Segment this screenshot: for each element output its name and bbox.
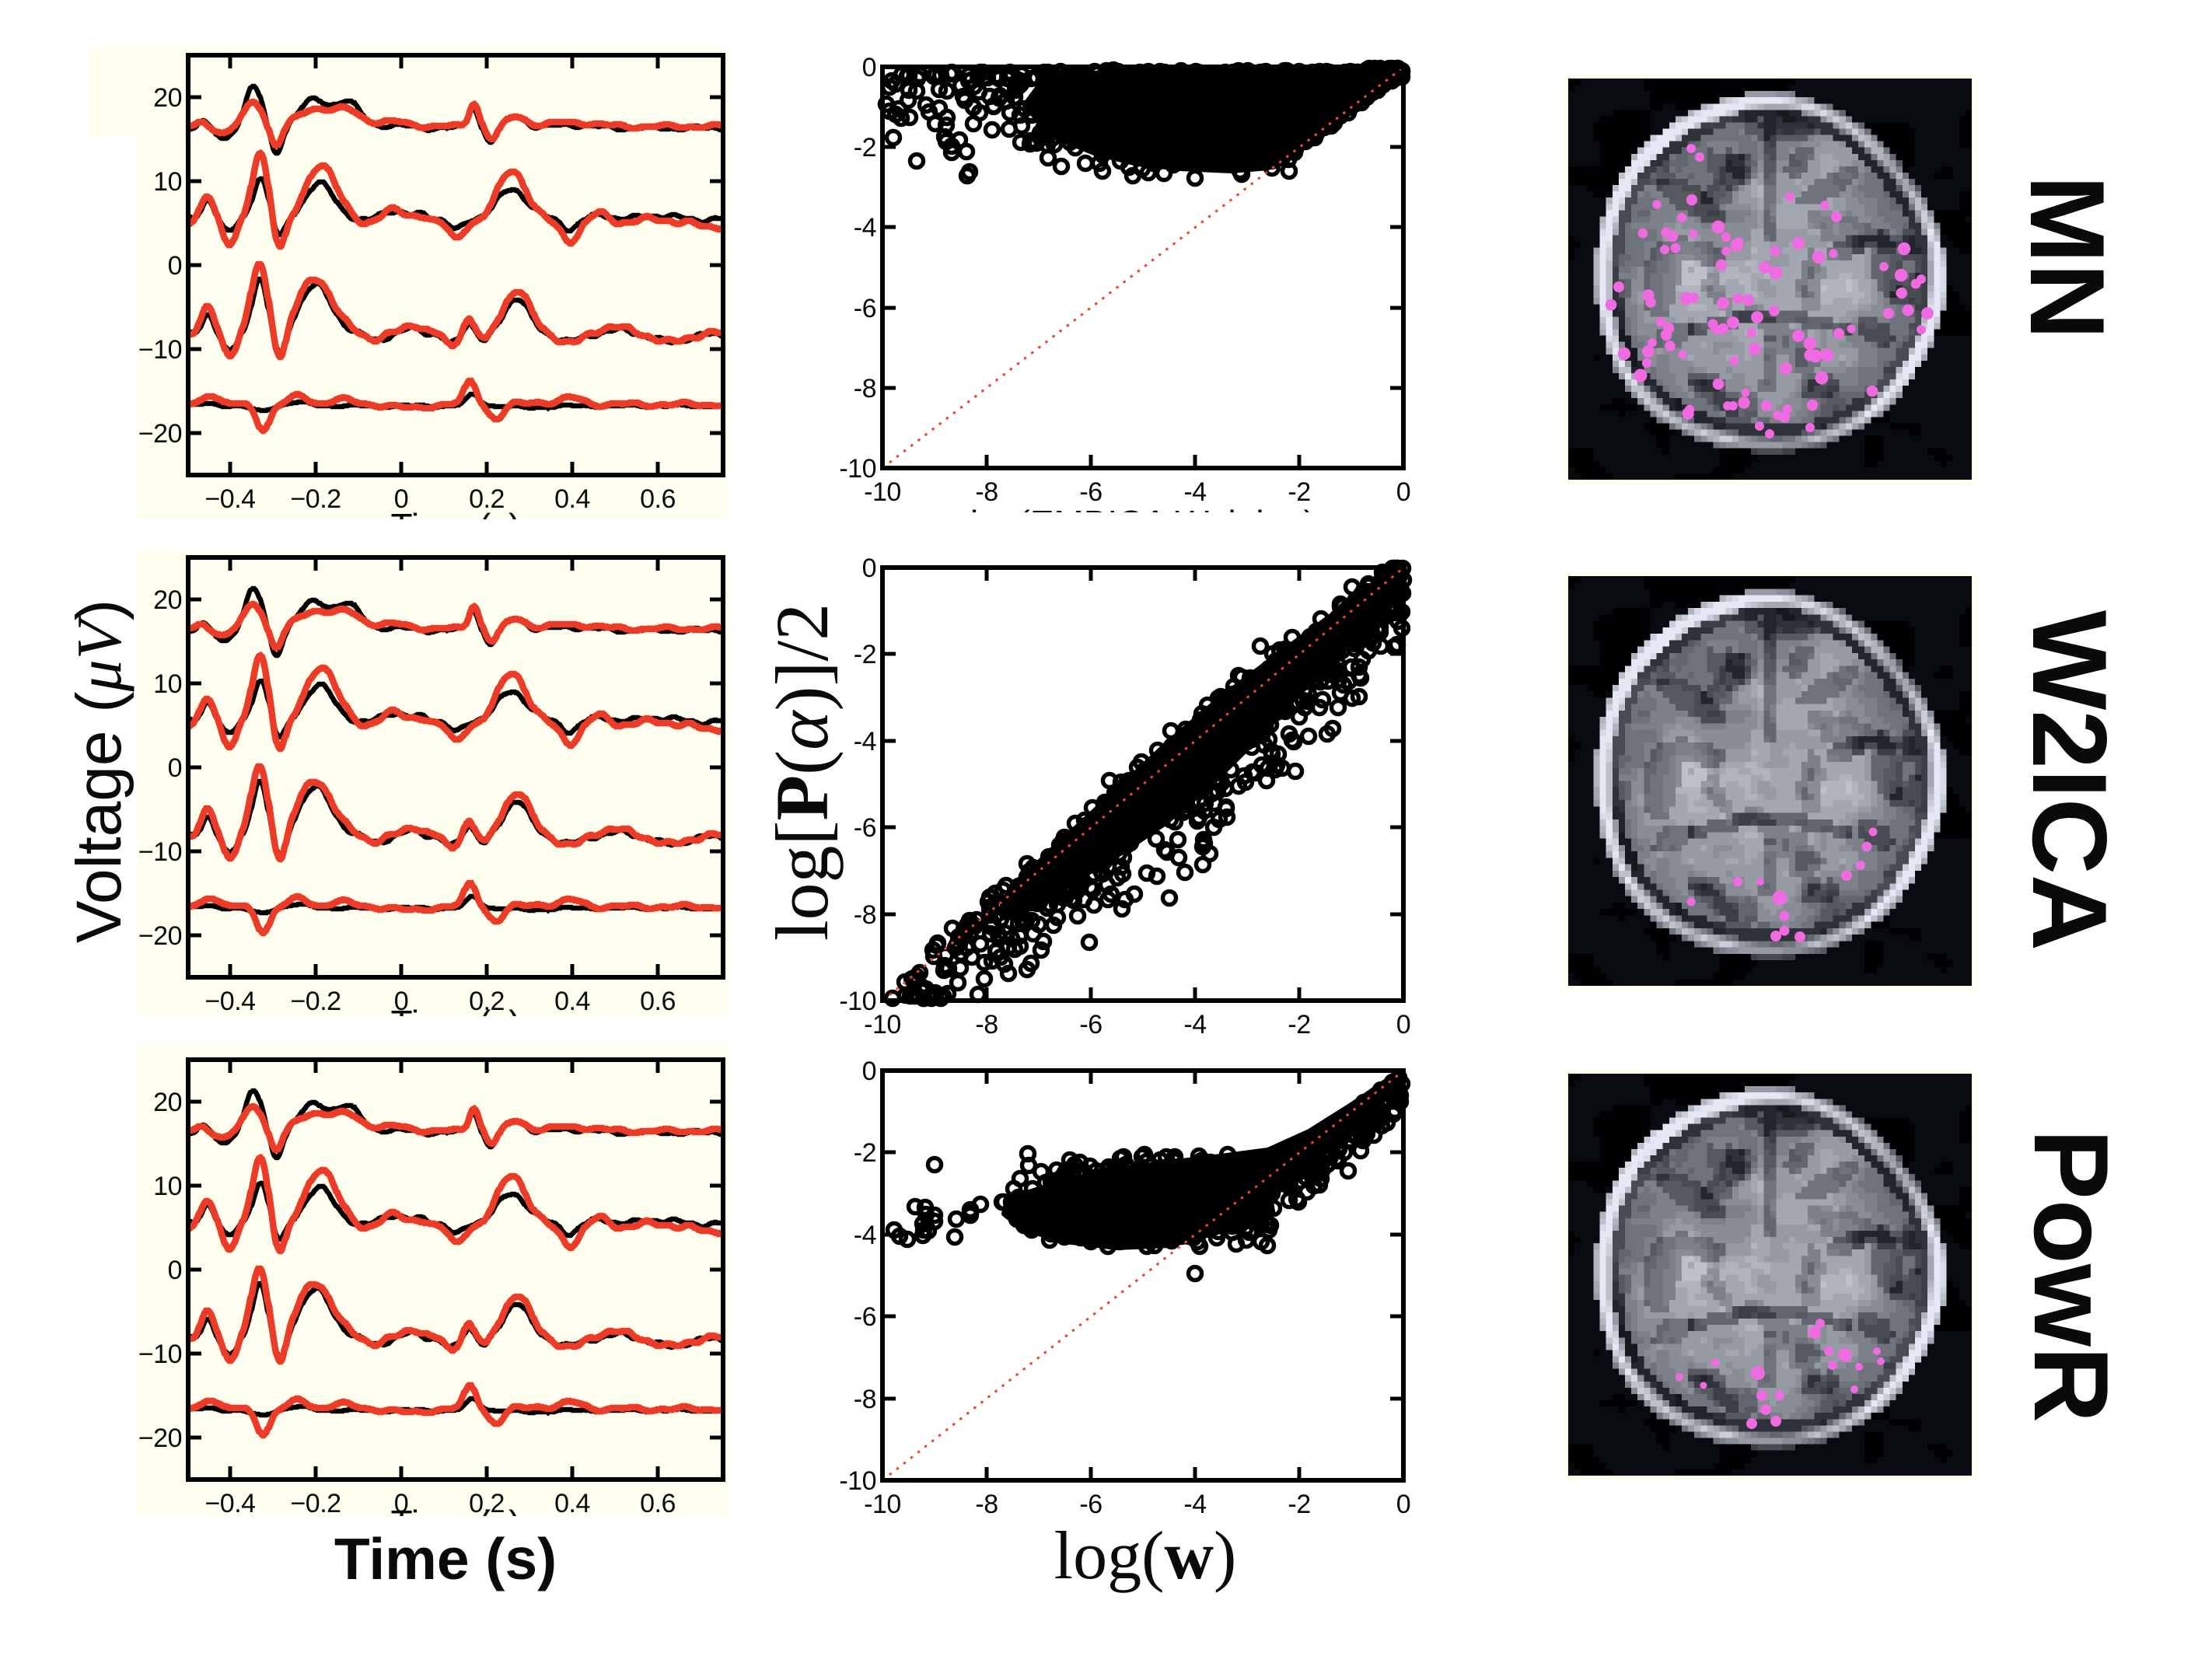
svg-text:-10: -10 [839,454,876,484]
svg-text:-10: -10 [864,1490,901,1519]
svg-text:-4: -4 [854,1221,876,1250]
svg-text:-6: -6 [1079,477,1102,507]
svg-text:−0.4: −0.4 [204,987,255,1016]
svg-text:log(w): log(w) [1054,1518,1237,1594]
svg-text:Time (s): Time (s) [391,1003,521,1043]
svg-text:−10: −10 [138,1340,182,1369]
svg-text:0.4: 0.4 [554,987,590,1016]
svg-text:−0.2: −0.2 [290,1489,341,1518]
svg-text:MN: MN [2008,175,2126,340]
svg-text:-8: -8 [975,1490,998,1519]
svg-text:-6: -6 [854,294,876,323]
svg-text:−0.2: −0.2 [290,484,341,514]
svg-text:0: 0 [394,987,408,1016]
svg-text:-6: -6 [854,813,876,843]
svg-text:0: 0 [862,1057,876,1086]
svg-text:0.2: 0.2 [469,1489,505,1518]
svg-text:−0.4: −0.4 [204,1489,255,1518]
svg-text:−10: −10 [138,335,182,365]
svg-text:-2: -2 [854,133,876,162]
svg-text:Time (s): Time (s) [391,1503,521,1543]
svg-text:0: 0 [862,554,876,583]
svg-text:0: 0 [1396,477,1410,507]
svg-text:0: 0 [862,53,876,82]
svg-text:-4: -4 [1183,1010,1206,1039]
svg-text:-8: -8 [975,477,998,507]
svg-text:Voltage (μV): Voltage (μV) [64,599,135,943]
svg-text:-8: -8 [854,1385,876,1414]
svg-text:-6: -6 [1079,1010,1102,1039]
svg-text:0.6: 0.6 [640,987,676,1016]
svg-text:-2: -2 [854,1138,876,1168]
svg-text:Time (s): Time (s) [391,506,521,547]
svg-text:log(EMBICA Weights): log(EMBICA Weights) [970,503,1316,543]
svg-text:-2: -2 [1288,1010,1310,1039]
svg-text:-4: -4 [854,213,876,243]
svg-text:-10: -10 [839,1466,876,1496]
svg-text:20: 20 [153,83,182,113]
svg-text:−20: −20 [138,1424,182,1453]
svg-text:0.6: 0.6 [640,1489,676,1518]
svg-text:20: 20 [153,585,182,615]
svg-text:−0.4: −0.4 [204,484,255,514]
svg-text:0: 0 [168,1256,182,1285]
svg-text:Time (s): Time (s) [334,1526,557,1591]
svg-text:−0.2: −0.2 [290,987,341,1016]
svg-text:0.2: 0.2 [469,987,505,1016]
svg-text:-6: -6 [1079,1490,1102,1519]
svg-text:0.6: 0.6 [640,484,676,514]
svg-text:-8: -8 [854,374,876,404]
svg-text:PowR: PowR [2012,1129,2130,1423]
svg-text:0.4: 0.4 [554,484,590,514]
svg-text:10: 10 [153,669,182,699]
svg-text:0: 0 [1396,1010,1410,1039]
svg-text:0.2: 0.2 [469,484,505,514]
svg-text:-6: -6 [854,1302,876,1332]
svg-text:-2: -2 [1288,477,1310,507]
svg-text:−20: −20 [138,921,182,951]
svg-text:−20: −20 [138,419,182,449]
svg-text:-10: -10 [839,987,876,1016]
svg-text:-10: -10 [864,477,901,507]
svg-text:20: 20 [153,1088,182,1117]
svg-text:0: 0 [394,484,408,514]
svg-text:0: 0 [394,1489,408,1518]
svg-text:-8: -8 [854,900,876,930]
svg-text:-8: -8 [975,1010,998,1039]
svg-text:10: 10 [153,1172,182,1201]
svg-text:-4: -4 [1183,1490,1206,1519]
svg-text:0: 0 [168,251,182,281]
svg-text:log[P(α)]/2: log[P(α)]/2 [760,603,844,941]
svg-text:0: 0 [168,753,182,783]
svg-text:W2ICA: W2ICA [2011,610,2129,951]
svg-text:0.4: 0.4 [554,1489,590,1518]
svg-text:-2: -2 [1288,1490,1310,1519]
svg-text:-2: -2 [854,640,876,669]
svg-text:-4: -4 [1183,477,1206,507]
svg-text:-10: -10 [864,1010,901,1039]
svg-text:10: 10 [153,167,182,197]
svg-text:−10: −10 [138,837,182,867]
svg-text:0: 0 [1396,1490,1410,1519]
svg-text:-4: -4 [854,727,876,756]
